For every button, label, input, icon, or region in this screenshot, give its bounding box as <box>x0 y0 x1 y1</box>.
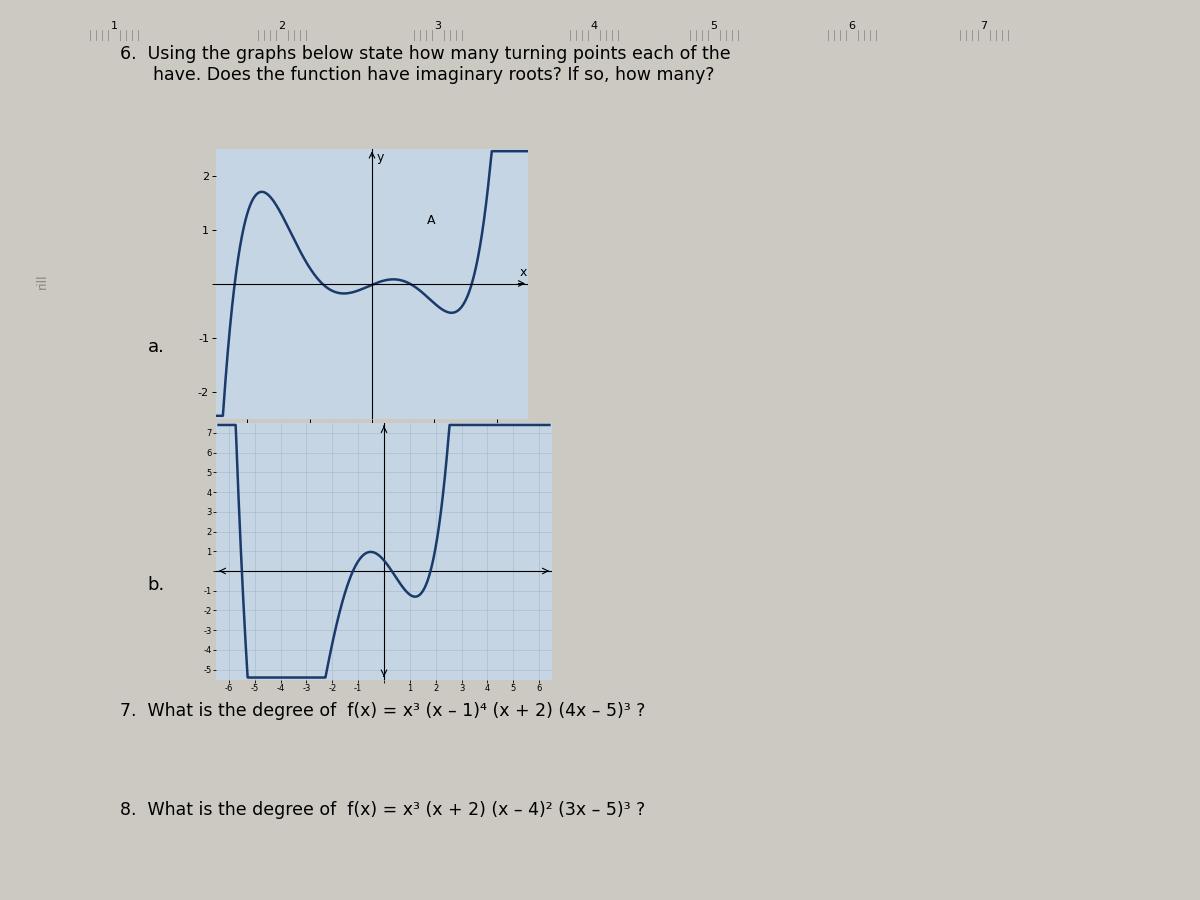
Text: 4: 4 <box>590 22 598 32</box>
Text: y: y <box>377 151 384 164</box>
Text: b.: b. <box>148 576 164 594</box>
Text: 5: 5 <box>710 22 718 32</box>
Text: x: x <box>520 266 527 280</box>
Text: 8.  What is the degree of  f(x) = x³ (x + 2) (x – 4)² (3x – 5)³ ?: 8. What is the degree of f(x) = x³ (x + … <box>120 801 646 819</box>
Text: 2: 2 <box>278 22 286 32</box>
Text: 3: 3 <box>434 22 442 32</box>
Text: a.: a. <box>148 338 164 356</box>
Text: 7.  What is the degree of  f(x) = x³ (x – 1)⁴ (x + 2) (4x – 5)³ ?: 7. What is the degree of f(x) = x³ (x – … <box>120 702 646 720</box>
Text: 6.  Using the graphs below state how many turning points each of the
      have.: 6. Using the graphs below state how many… <box>120 45 731 84</box>
Text: 1: 1 <box>110 22 118 32</box>
Text: rill: rill <box>36 274 48 289</box>
Text: 6: 6 <box>848 22 856 32</box>
Text: 7: 7 <box>980 22 988 32</box>
Text: A: A <box>427 214 436 227</box>
